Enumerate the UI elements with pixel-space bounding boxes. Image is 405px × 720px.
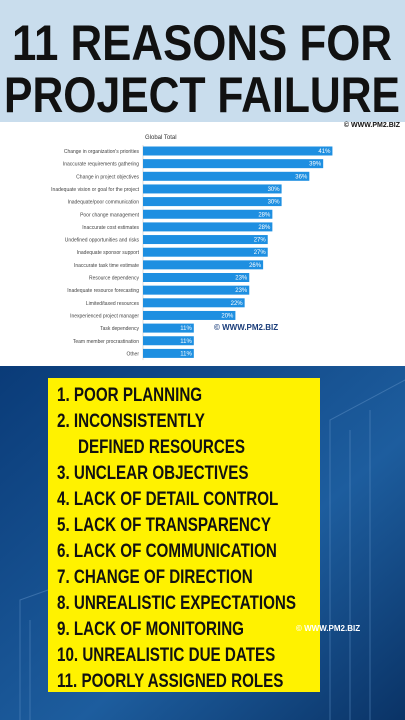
bar-chart: Global Total Change in organization's pri… <box>51 135 333 361</box>
reason-item: 5. LACK OF TRANSPARENCY <box>57 513 271 535</box>
value-label: 20% <box>221 313 234 319</box>
reason-item: 1. POOR PLANNING <box>57 383 202 405</box>
category-label: Resource dependency <box>89 276 140 282</box>
value-label: 27% <box>254 250 267 256</box>
bar <box>143 222 273 232</box>
value-label: 22% <box>231 301 244 307</box>
category-label: Undefined opportunities and risks <box>65 238 140 244</box>
category-label: Inadequate sponsor support <box>77 250 140 256</box>
chart-title: Global Total <box>145 135 177 141</box>
reason-item: 11. POORLY ASSIGNED ROLES <box>57 669 283 691</box>
reason-item: 2. INCONSISTENTLY <box>57 409 205 431</box>
bar <box>143 247 268 257</box>
reason-item: DEFINED RESOURCES <box>78 435 245 457</box>
value-label: 28% <box>258 212 271 218</box>
reasons-list: 1. POOR PLANNING 2. INCONSISTENTLY DEFINED… <box>57 383 296 691</box>
bar <box>143 159 324 169</box>
bar <box>143 273 250 282</box>
category-label: Change in organization's priorities <box>64 149 140 155</box>
value-label: 11% <box>180 326 192 332</box>
reason-item: 3. UNCLEAR OBJECTIVES <box>57 461 249 483</box>
bar <box>143 336 194 346</box>
reason-item: 9. LACK OF MONITORING <box>57 617 244 639</box>
category-label: Inaccurate task time estimate <box>74 263 139 269</box>
bar <box>143 171 310 181</box>
bar <box>143 310 236 320</box>
bar <box>143 260 264 270</box>
category-label: Team member procrastination <box>73 339 139 345</box>
reason-item: 6. LACK OF COMMUNICATION <box>57 539 277 561</box>
category-label: Inadequate vision or goal for the projec… <box>51 187 139 193</box>
reason-item: 4. LACK OF DETAIL CONTROL <box>57 487 278 509</box>
watermark: © WWW.PM2.BIZ <box>296 624 360 633</box>
category-label: Change in project objectives <box>76 174 139 180</box>
value-label: 11% <box>180 339 192 345</box>
value-label: 23% <box>235 276 248 282</box>
bar <box>143 209 273 219</box>
bar <box>143 348 194 358</box>
reason-item: 8. UNREALISTIC EXPECTATIONS <box>57 591 296 613</box>
category-label: Limited/taxed resources <box>86 301 140 307</box>
value-label: 39% <box>309 162 322 168</box>
reasons-box <box>48 378 320 692</box>
value-label: 36% <box>295 174 308 180</box>
reason-item: 10. UNREALISTIC DUE DATES <box>57 643 275 665</box>
bar <box>143 184 282 194</box>
category-label: Task dependency <box>100 326 139 332</box>
category-label: Inaccurate requirements gathering <box>63 162 139 168</box>
value-label: 41% <box>318 149 331 155</box>
category-label: Inaccurate cost estimates <box>82 225 139 231</box>
category-label: Other <box>126 351 139 357</box>
value-label: 30% <box>268 200 281 206</box>
title-line: PROJECT FAILURE <box>4 67 400 123</box>
category-label: Poor change management <box>80 212 140 218</box>
bar <box>143 323 194 333</box>
bar <box>143 197 282 207</box>
title-line: 11 REASONS FOR <box>12 15 392 71</box>
category-label: Inadequate/poor communication <box>68 200 140 206</box>
category-label: Inexperienced project manager <box>70 313 139 319</box>
category-label: Inadequate resource forecasting <box>67 288 139 294</box>
header-band <box>0 0 405 122</box>
bar <box>143 285 250 295</box>
bar <box>143 146 333 156</box>
value-label: 23% <box>235 288 248 294</box>
value-label: 27% <box>254 238 267 244</box>
bar <box>143 235 268 245</box>
value-label: 11% <box>180 351 192 357</box>
watermark: © WWW.PM2.BIZ <box>344 121 401 129</box>
value-label: 28% <box>258 225 271 231</box>
bar <box>143 298 245 308</box>
watermark: © WWW.PM2.BIZ <box>214 323 278 332</box>
reason-item: 7. CHANGE OF DIRECTION <box>57 565 253 587</box>
value-label: 26% <box>249 263 262 269</box>
value-label: 30% <box>268 187 281 193</box>
